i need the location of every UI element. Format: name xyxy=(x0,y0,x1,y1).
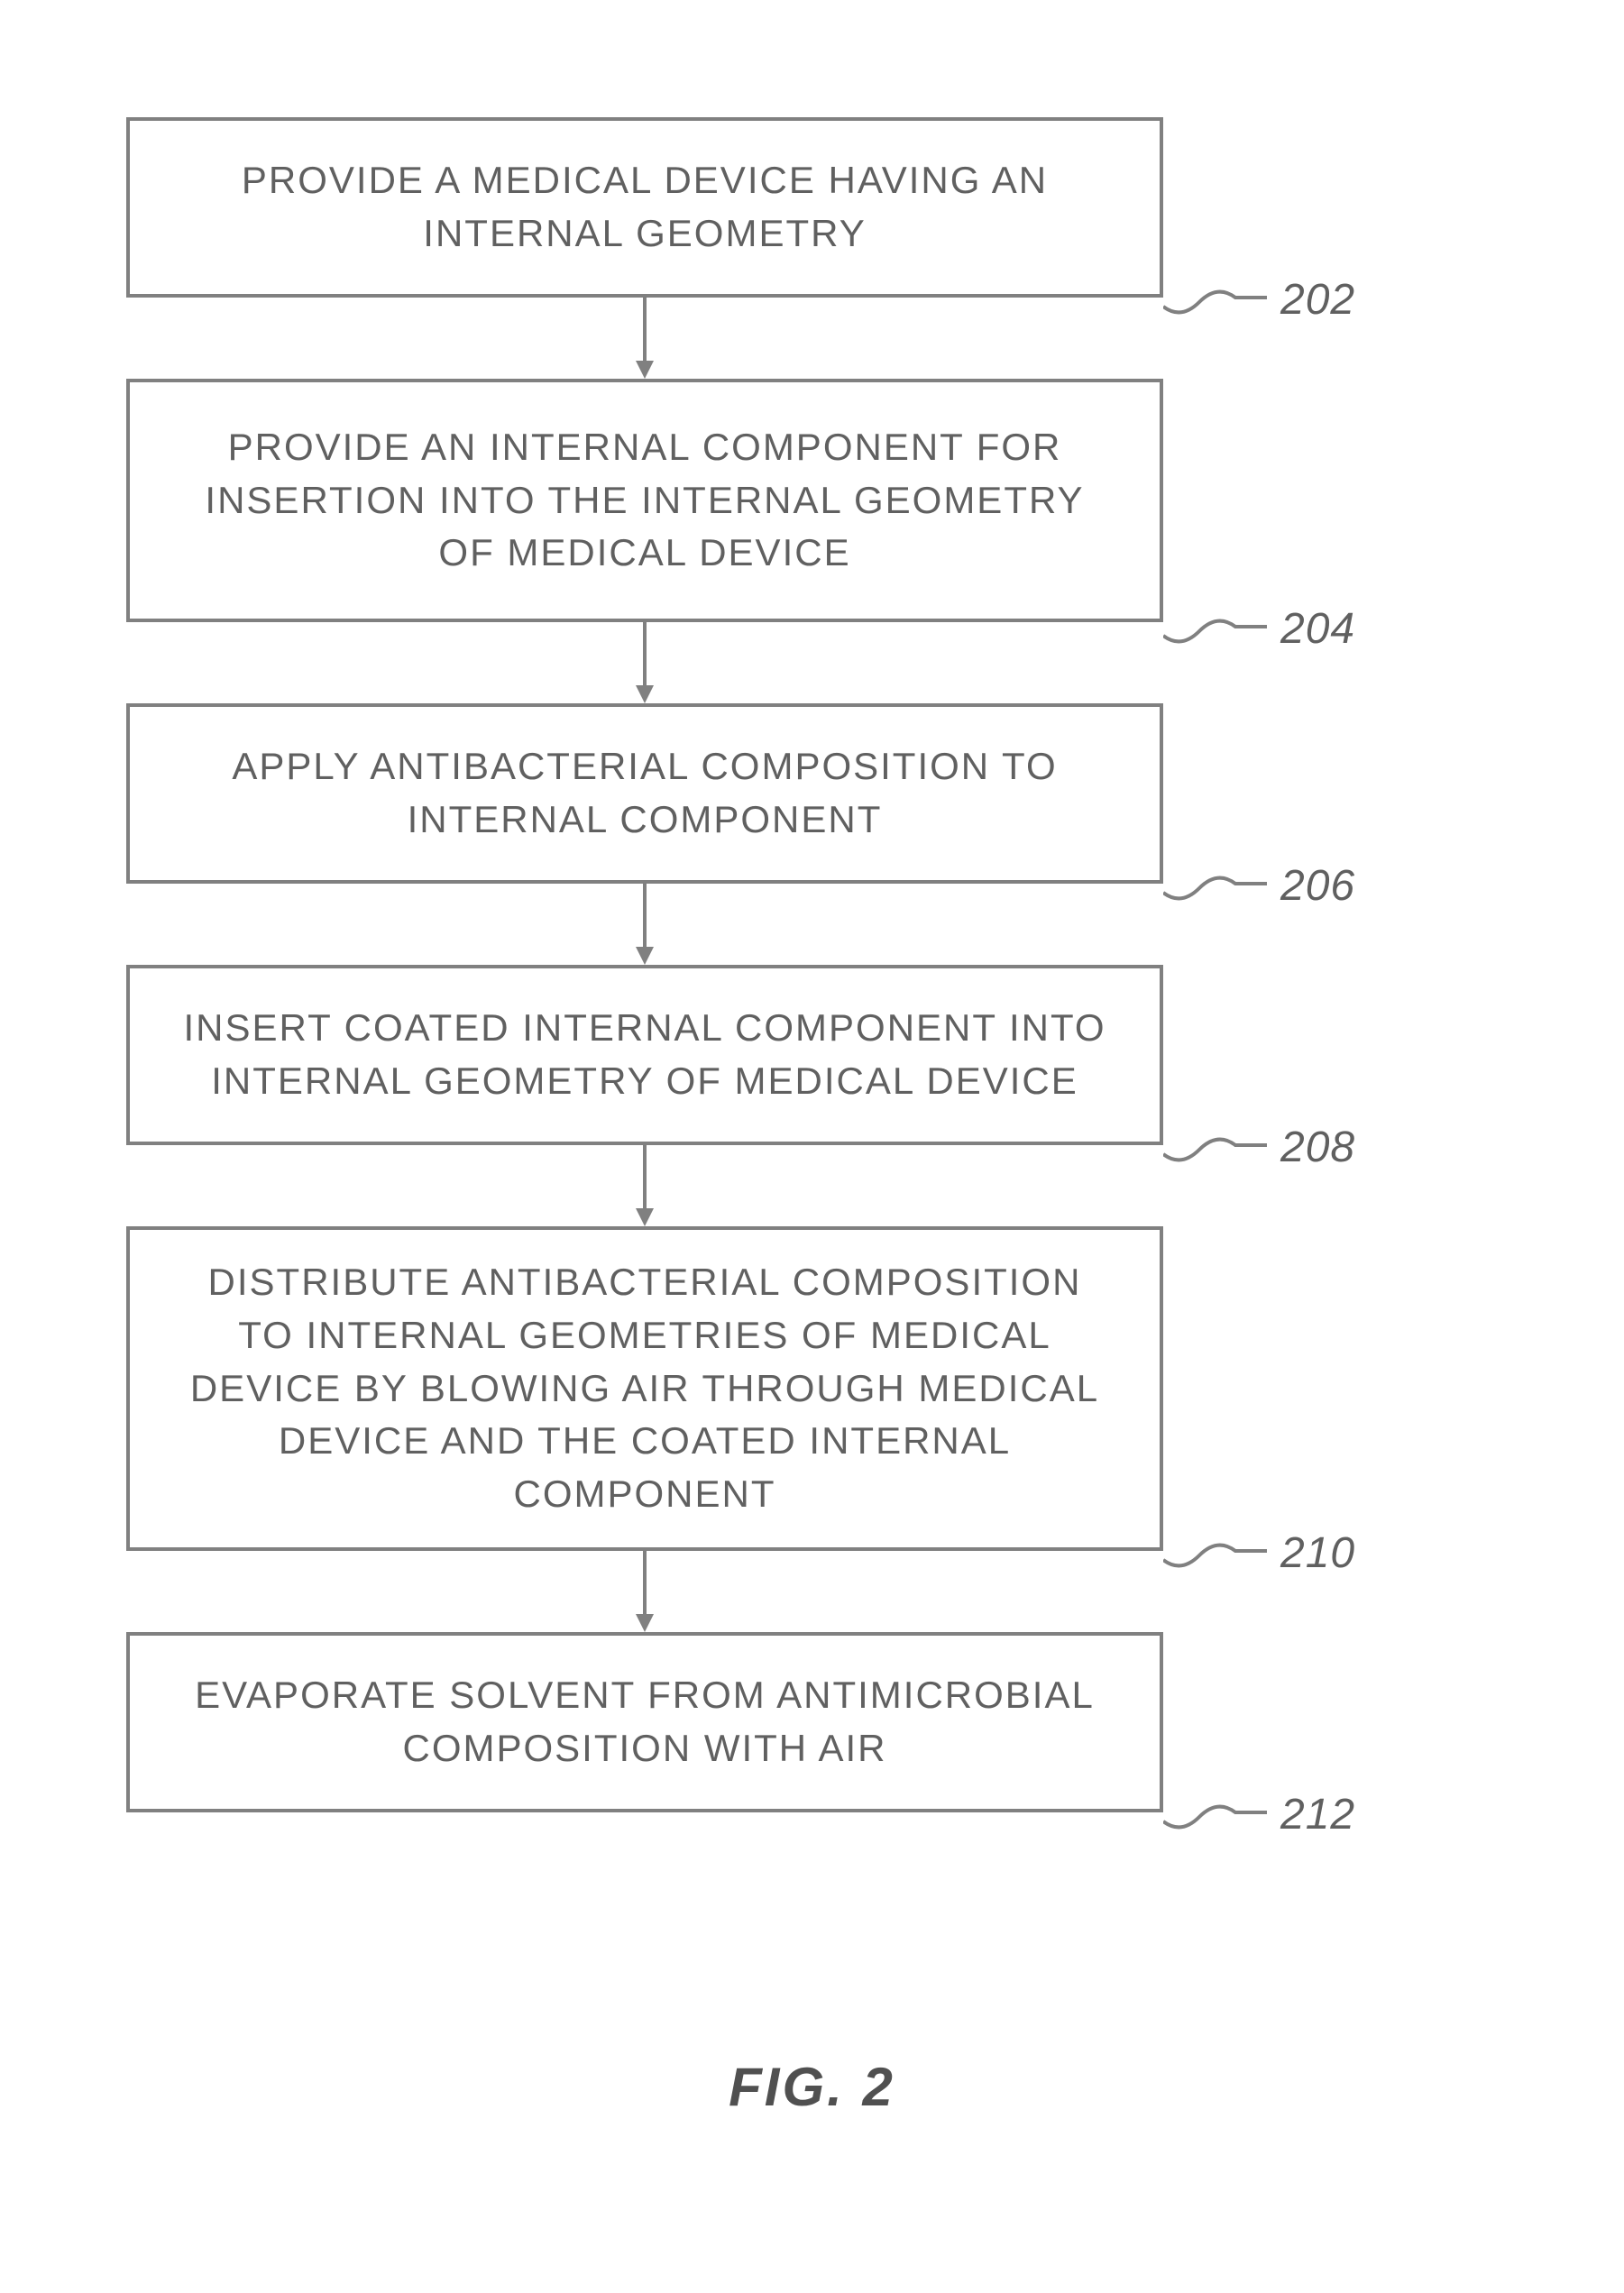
step-row: APPLY ANTIBACTERIAL COMPOSITION TO INTER… xyxy=(126,703,1497,884)
arrow-wrap xyxy=(126,884,1163,965)
down-arrow-icon xyxy=(631,298,658,379)
squiggle-connector xyxy=(1163,1118,1271,1172)
step-box-210: DISTRIBUTE ANTIBACTERIAL COMPOSITION TO … xyxy=(126,1226,1163,1551)
arrow-wrap xyxy=(126,1551,1163,1632)
arrow-wrap xyxy=(126,622,1163,703)
down-arrow-icon xyxy=(631,884,658,965)
squiggle-connector xyxy=(1163,1785,1271,1839)
step-label: 202 xyxy=(1280,275,1355,325)
step-text: DISTRIBUTE ANTIBACTERIAL COMPOSITION TO … xyxy=(175,1256,1115,1521)
flowchart-container: PROVIDE A MEDICAL DEVICE HAVING AN INTER… xyxy=(126,117,1497,1812)
step-box-208: INSERT COATED INTERNAL COMPONENT INTO IN… xyxy=(126,965,1163,1145)
step-text: EVAPORATE SOLVENT FROM ANTIMICROBIAL COM… xyxy=(175,1669,1115,1775)
step-row: DISTRIBUTE ANTIBACTERIAL COMPOSITION TO … xyxy=(126,1226,1497,1551)
step-box-206: APPLY ANTIBACTERIAL COMPOSITION TO INTER… xyxy=(126,703,1163,884)
down-arrow-icon xyxy=(631,1551,658,1632)
step-row: PROVIDE AN INTERNAL COMPONENT FOR INSERT… xyxy=(126,379,1497,622)
step-label: 212 xyxy=(1280,1790,1355,1839)
step-box-202: PROVIDE A MEDICAL DEVICE HAVING AN INTER… xyxy=(126,117,1163,298)
step-text: PROVIDE AN INTERNAL COMPONENT FOR INSERT… xyxy=(175,421,1115,580)
squiggle-connector xyxy=(1163,600,1271,654)
step-box-204: PROVIDE AN INTERNAL COMPONENT FOR INSERT… xyxy=(126,379,1163,622)
arrow-wrap xyxy=(126,1145,1163,1226)
step-label: 206 xyxy=(1280,861,1355,911)
step-label: 204 xyxy=(1280,604,1355,654)
arrow-wrap xyxy=(126,298,1163,379)
step-text: PROVIDE A MEDICAL DEVICE HAVING AN INTER… xyxy=(175,154,1115,261)
down-arrow-icon xyxy=(631,1145,658,1226)
squiggle-connector xyxy=(1163,857,1271,911)
squiggle-connector xyxy=(1163,271,1271,325)
step-label: 208 xyxy=(1280,1123,1355,1172)
step-box-212: EVAPORATE SOLVENT FROM ANTIMICROBIAL COM… xyxy=(126,1632,1163,1812)
step-row: EVAPORATE SOLVENT FROM ANTIMICROBIAL COM… xyxy=(126,1632,1497,1812)
step-text: INSERT COATED INTERNAL COMPONENT INTO IN… xyxy=(175,1002,1115,1108)
squiggle-connector xyxy=(1163,1524,1271,1578)
step-row: INSERT COATED INTERNAL COMPONENT INTO IN… xyxy=(126,965,1497,1145)
step-text: APPLY ANTIBACTERIAL COMPOSITION TO INTER… xyxy=(175,740,1115,847)
step-label: 210 xyxy=(1280,1528,1355,1578)
down-arrow-icon xyxy=(631,622,658,703)
step-row: PROVIDE A MEDICAL DEVICE HAVING AN INTER… xyxy=(126,117,1497,298)
figure-caption: FIG. 2 xyxy=(0,2056,1624,2118)
